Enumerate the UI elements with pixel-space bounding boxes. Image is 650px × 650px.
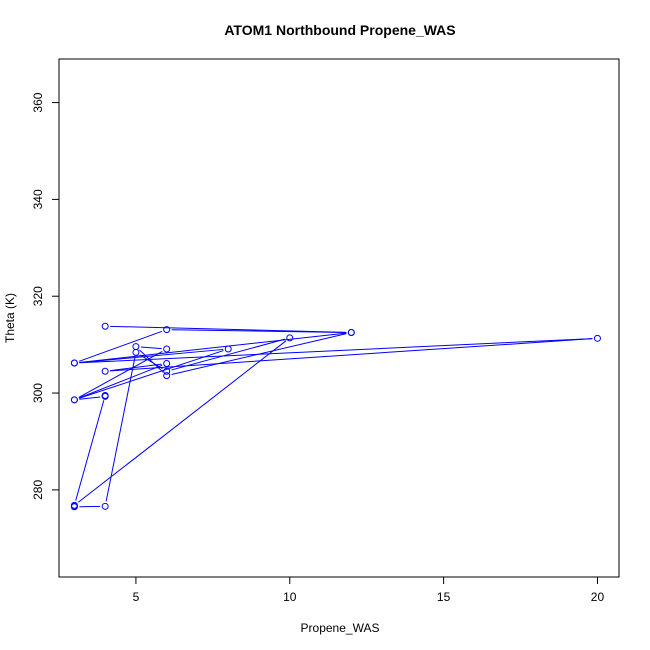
y-tick-label: 320: [31, 286, 45, 306]
x-axis-label: Propene_WAS: [301, 621, 380, 635]
data-point: [163, 372, 171, 380]
data-point: [70, 396, 78, 404]
data-point: [224, 345, 232, 353]
y-axis: 280 300 320 340 360: [31, 92, 59, 500]
series-segment: [105, 357, 136, 502]
x-tick-label: 5: [133, 590, 140, 604]
data-point: [101, 502, 109, 510]
series-segment: [79, 348, 224, 364]
data-point: [286, 334, 294, 342]
series-segment: [79, 332, 347, 363]
series-segment: [78, 364, 163, 399]
data-point: [101, 391, 109, 399]
x-axis: 5 10 15 20: [133, 577, 605, 604]
data-point: [163, 360, 171, 368]
y-axis-label: Theta (K): [3, 293, 17, 343]
series-segment: [78, 350, 224, 399]
series-segment: [140, 346, 162, 350]
series-segment: [139, 354, 163, 370]
series-segment: [78, 330, 163, 362]
series-segment: [79, 338, 593, 364]
data-point: [593, 334, 601, 342]
data-point: [70, 502, 78, 510]
series-segment: [110, 363, 162, 372]
series-segment: [139, 349, 164, 373]
series-segment: [78, 340, 287, 503]
data-point: [101, 367, 109, 375]
series-segment: [110, 338, 593, 372]
series-segment: [79, 396, 101, 400]
y-tick-label: 340: [31, 189, 45, 209]
y-tick-label: 300: [31, 383, 45, 403]
y-tick-label: 280: [31, 480, 45, 500]
x-tick-label: 10: [283, 590, 297, 604]
data-point: [163, 345, 171, 353]
data-point: [163, 326, 171, 334]
series-layer: [70, 322, 601, 511]
data-point: [101, 322, 109, 330]
chart-title: ATOM1 Northbound Propene_WAS: [224, 22, 455, 38]
series-segment: [171, 338, 286, 371]
data-point: [163, 367, 171, 375]
series-segment: [171, 329, 347, 333]
data-point: [70, 359, 78, 367]
plot-frame: [58, 58, 620, 578]
data-point: [132, 348, 140, 356]
x-tick-label: 15: [437, 590, 451, 604]
y-tick-label: 360: [31, 92, 45, 112]
data-point: [347, 329, 355, 337]
series-segment: [75, 400, 105, 501]
x-tick-label: 20: [591, 590, 605, 604]
